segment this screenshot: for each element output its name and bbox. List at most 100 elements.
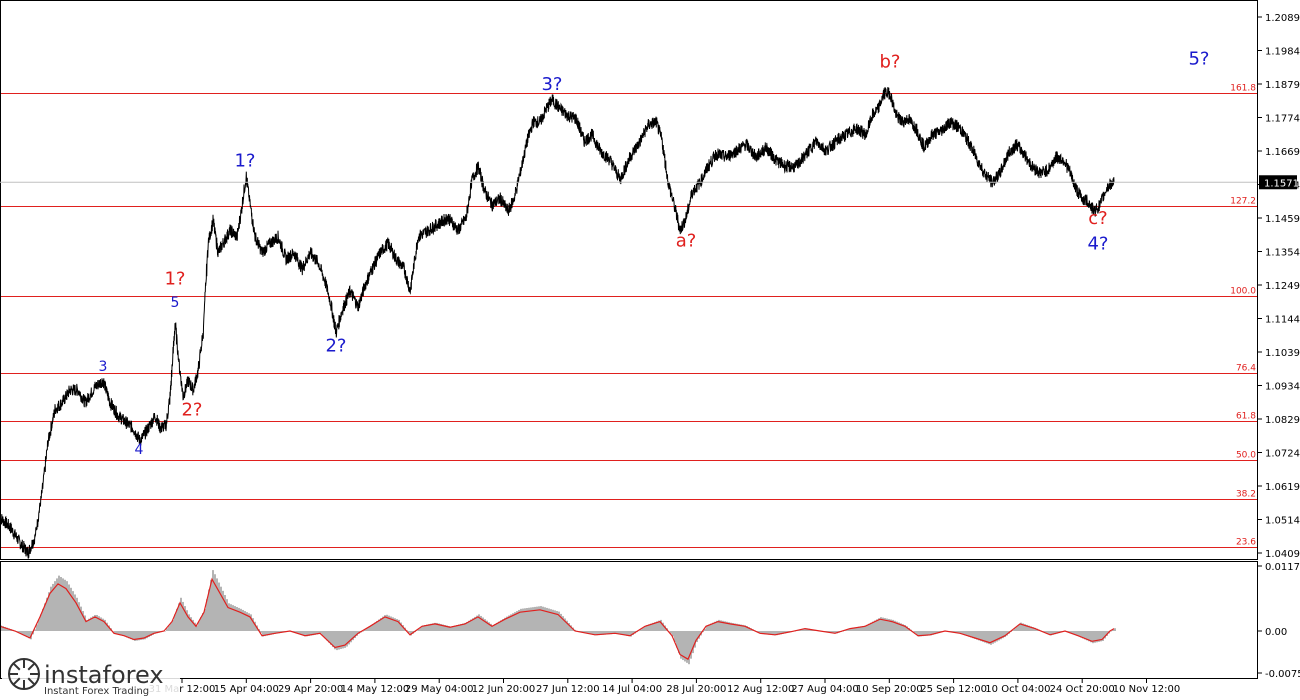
histogram-bar	[832, 630, 834, 634]
histogram-bar	[656, 621, 658, 631]
wave-labels: 3 4 5 1? 2? 1? 2? 3? a? b? c? 4? 5?	[99, 49, 1210, 458]
histogram-bar	[926, 630, 928, 636]
histogram-bar	[748, 627, 750, 631]
histogram-bar	[898, 622, 900, 631]
histogram-bar	[74, 594, 76, 631]
histogram-bar	[1102, 630, 1104, 641]
histogram-bar	[696, 630, 698, 643]
histogram-bar	[1068, 630, 1070, 633]
histogram-bar	[18, 630, 20, 633]
histogram-bar	[1056, 630, 1058, 634]
histogram-bar	[354, 630, 356, 639]
x-tick-label: 31 Mar 12:00	[149, 684, 216, 695]
histogram-bar	[588, 630, 590, 634]
histogram-bar	[330, 630, 332, 645]
histogram-bar	[216, 578, 218, 631]
histogram-bar	[704, 628, 706, 631]
histogram-bar	[866, 624, 868, 631]
histogram-bar	[766, 630, 768, 635]
histogram-bar	[540, 606, 542, 631]
histogram-bar	[78, 602, 80, 631]
histogram-bar	[1046, 630, 1048, 634]
histogram-bar	[772, 630, 774, 636]
histogram-bar	[782, 630, 784, 634]
histogram-bar	[732, 623, 734, 631]
histogram-bar	[650, 623, 652, 631]
oscillator-panel	[0, 570, 1116, 665]
histogram-bar	[596, 630, 598, 636]
histogram-bar	[336, 630, 338, 651]
histogram-bar	[104, 619, 106, 631]
histogram-bar	[808, 628, 810, 631]
histogram-bar	[846, 629, 848, 631]
y-tick-label: 1.1249	[1265, 281, 1300, 292]
histogram-bar	[522, 608, 524, 631]
y-tick-label: 1.0724	[1265, 449, 1300, 460]
histogram-bar	[400, 622, 402, 631]
histogram-bar	[398, 619, 400, 631]
histogram-bar	[252, 618, 254, 631]
histogram-bar	[852, 627, 854, 631]
histogram-bar	[958, 630, 960, 634]
y-tick-label: 1.0619	[1265, 482, 1300, 493]
histogram-bar	[498, 621, 500, 631]
histogram-bar	[994, 630, 996, 643]
histogram-bar	[1086, 630, 1088, 641]
histogram-bar	[648, 624, 650, 631]
histogram-bar	[364, 629, 366, 631]
histogram-bar	[1052, 630, 1054, 635]
histogram-bar	[710, 623, 712, 631]
histogram-bar	[500, 620, 502, 631]
histogram-bar	[228, 603, 230, 631]
y-tick-label: 1.1879	[1265, 80, 1300, 91]
histogram-bar	[1098, 630, 1100, 642]
histogram-bar	[538, 606, 540, 631]
histogram-bar	[488, 622, 490, 631]
logo-tagline: Instant Forex Trading	[44, 686, 149, 697]
histogram-bar	[764, 630, 766, 635]
histogram-bar	[306, 630, 308, 637]
histogram-bar	[1076, 630, 1078, 636]
histogram-bar	[84, 615, 86, 631]
histogram-bar	[338, 630, 340, 650]
histogram-bar	[362, 630, 364, 632]
histogram-bar	[686, 630, 688, 663]
histogram-bar	[340, 630, 342, 649]
y-tick-label: 1.0934	[1265, 382, 1300, 393]
current-price-label: 1.1571	[1264, 178, 1299, 189]
histogram-bar	[342, 630, 344, 649]
histogram-bar	[616, 630, 618, 634]
y-tick-label: 1.0409	[1265, 549, 1300, 560]
histogram-bar	[436, 622, 438, 631]
histogram-bar	[190, 617, 192, 631]
histogram-bar	[24, 630, 26, 636]
histogram-bar	[188, 614, 190, 631]
histogram-bar	[560, 613, 562, 631]
histogram-bar	[876, 619, 878, 631]
histogram-bar	[768, 630, 770, 635]
histogram-bar	[60, 577, 62, 631]
histogram-bar	[172, 619, 174, 631]
histogram-bar	[28, 630, 30, 639]
histogram-bar	[482, 617, 484, 631]
histogram-bar	[460, 623, 462, 631]
histogram-bar	[114, 630, 116, 634]
histogram-bar	[894, 620, 896, 631]
histogram-bar	[914, 630, 916, 634]
histogram-bar	[736, 623, 738, 631]
histogram-bar	[590, 630, 592, 635]
histogram-bar	[420, 627, 422, 631]
histogram-bar	[854, 627, 856, 631]
histogram-bar	[1050, 630, 1052, 636]
histogram-bar	[660, 619, 662, 631]
histogram-bar	[662, 622, 664, 631]
histogram-bar	[552, 609, 554, 631]
histogram-bar	[118, 630, 120, 635]
histogram-bar	[862, 626, 864, 631]
histogram-bar	[1084, 630, 1086, 640]
histogram-bar	[462, 623, 464, 631]
histogram-bar	[1012, 630, 1014, 631]
histogram-bar	[66, 581, 68, 631]
wave-label: 4	[135, 442, 144, 458]
